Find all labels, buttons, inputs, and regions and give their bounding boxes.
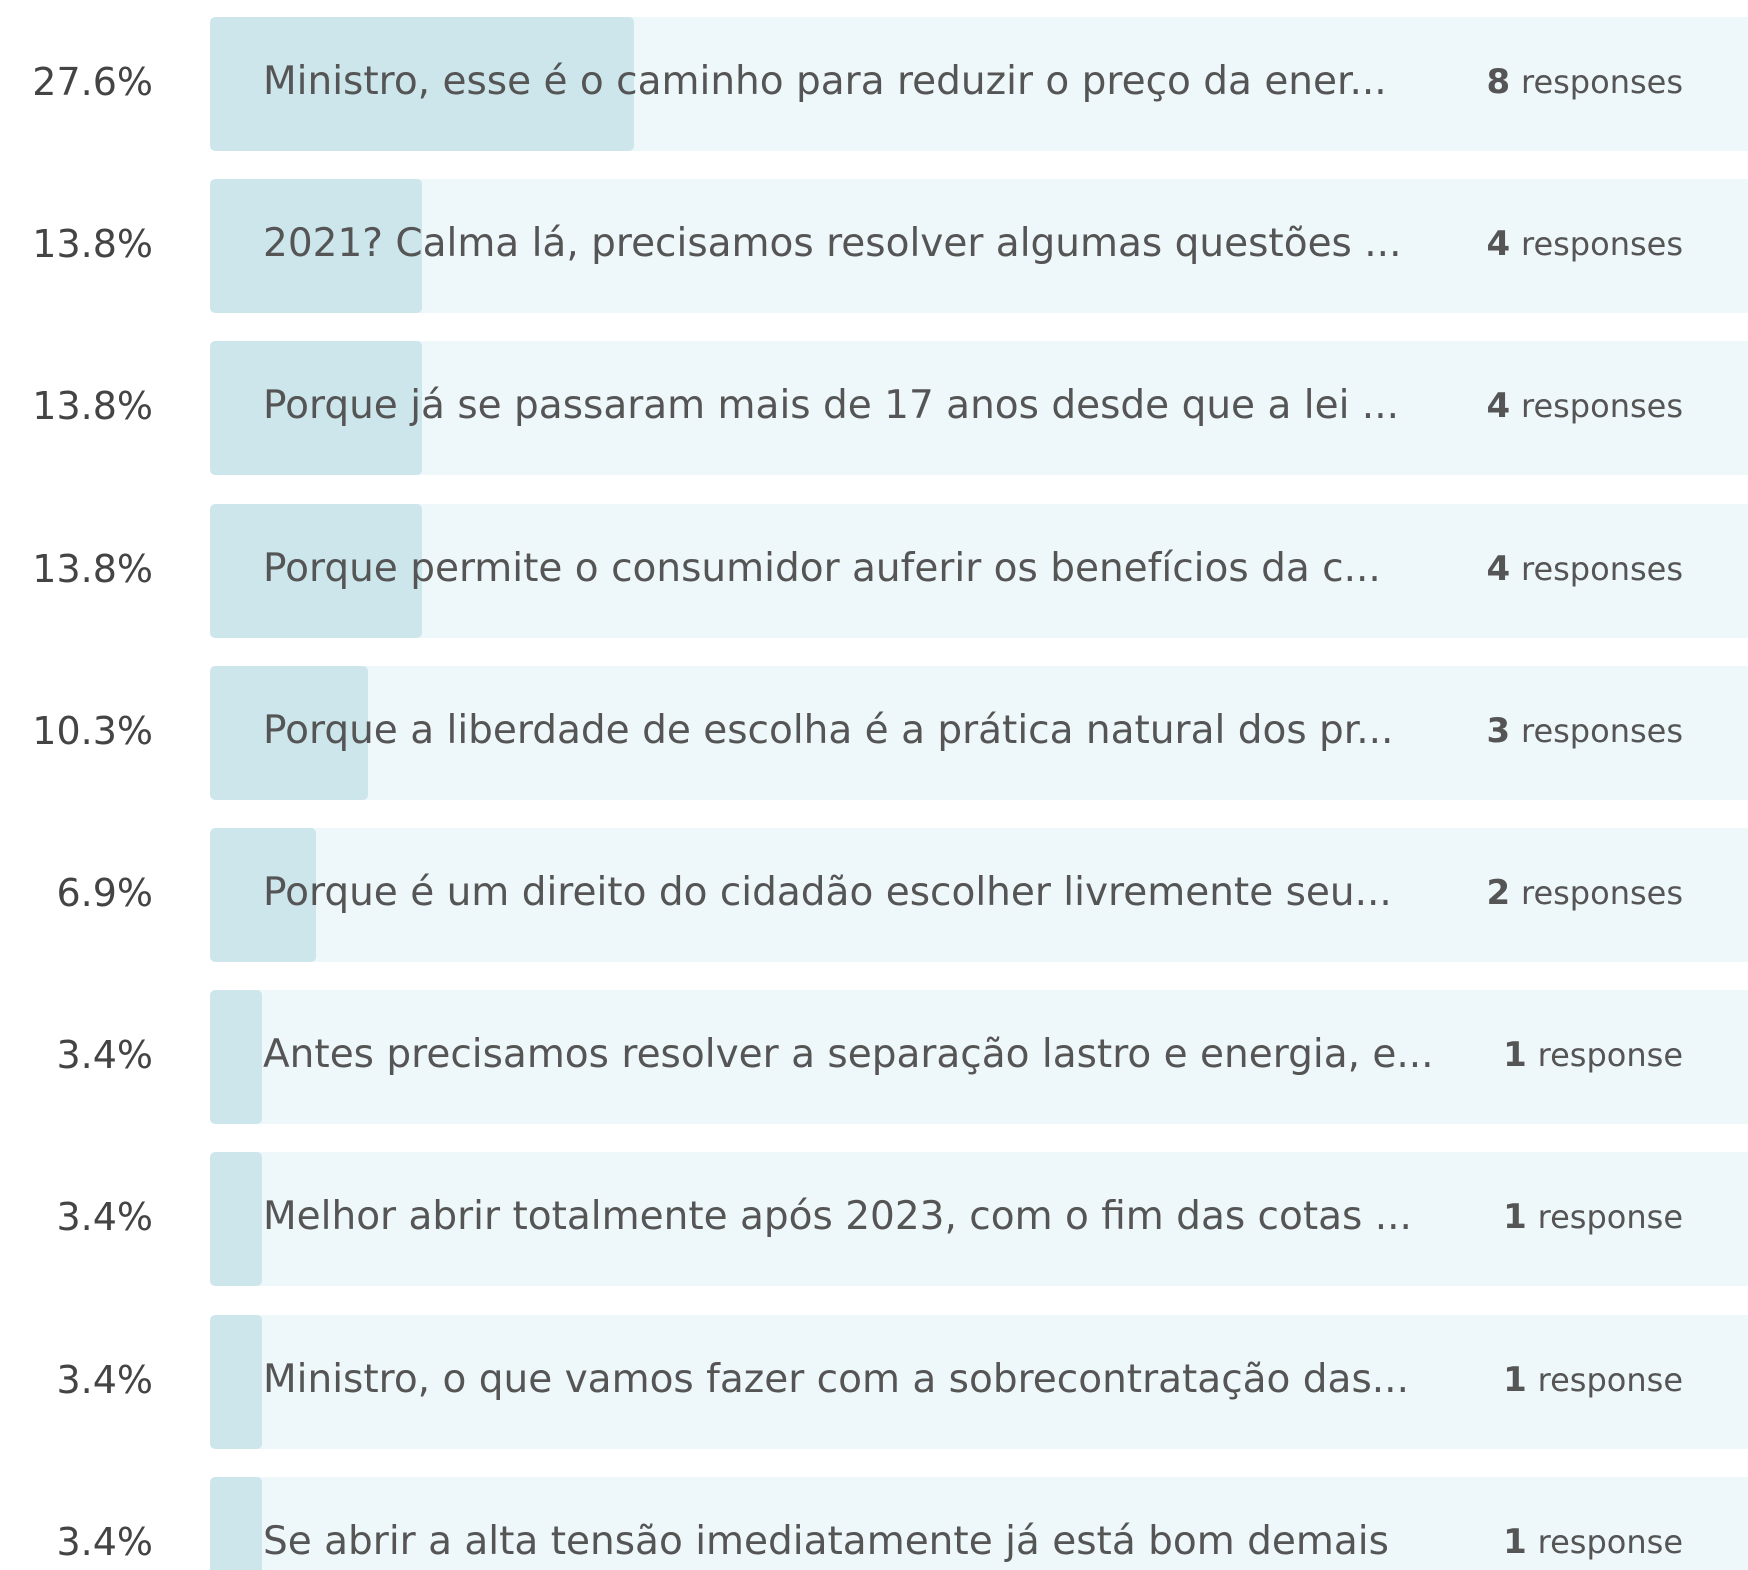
count-unit: responses: [1520, 711, 1683, 750]
bar-track: [210, 1152, 1748, 1287]
percent-label: 27.6%: [32, 60, 153, 104]
count-unit: response: [1537, 1036, 1683, 1075]
percent-label: 3.4%: [56, 1357, 153, 1402]
bar-fill: [210, 1476, 263, 1570]
count: 4: [1486, 224, 1511, 265]
count: 8: [1486, 62, 1511, 102]
percent-label: 3.4%: [56, 1033, 153, 1078]
bar-track: [210, 1476, 1748, 1570]
response-count: 3 responses: [1487, 711, 1684, 751]
bar-fill: [210, 503, 423, 638]
count: 3: [1486, 710, 1511, 751]
percent-label: 13.8%: [32, 384, 153, 429]
bar-track: [210, 341, 1748, 476]
count-unit: responses: [1520, 63, 1683, 101]
response-count: 4 responses: [1487, 549, 1684, 589]
bar-track: [210, 990, 1748, 1125]
count-unit: responses: [1520, 549, 1683, 588]
response-count: 4 responses: [1487, 386, 1684, 426]
response-count: 1 response: [1503, 1035, 1683, 1075]
bar-fill: [210, 17, 635, 151]
response-count: 1 response: [1503, 1522, 1683, 1562]
percent-label: 3.4%: [56, 1519, 153, 1564]
answer-text: Porque a liberdade de escolha é a prátic…: [263, 707, 1394, 753]
bar-track: [210, 503, 1748, 638]
percent-label: 6.9%: [56, 871, 153, 915]
bar-fill: [210, 341, 423, 476]
response-count: 1 response: [1503, 1360, 1683, 1400]
count-unit: responses: [1520, 225, 1683, 264]
bar-fill: [210, 990, 263, 1125]
bar-fill: [210, 179, 423, 314]
bar-track: [210, 828, 1748, 962]
count-unit: responses: [1520, 874, 1683, 912]
bar-fill: [210, 1152, 263, 1287]
percent-label: 10.3%: [32, 708, 153, 753]
bar-fill: [210, 665, 369, 800]
response-count: 2 responses: [1487, 873, 1684, 913]
count: 1: [1503, 1035, 1527, 1076]
bar-track: [210, 179, 1748, 314]
count: 4: [1486, 548, 1511, 589]
response-count: 8 responses: [1487, 62, 1684, 102]
answer-text: Antes precisamos resolver a separação la…: [263, 1032, 1434, 1078]
answer-text: Porque é um direito do cidadão escolher …: [263, 870, 1392, 915]
count: 4: [1486, 386, 1511, 427]
bar-track: [210, 1314, 1748, 1449]
count-unit: response: [1537, 1198, 1683, 1237]
answer-text: 2021? Calma lá, precisamos resolver algu…: [263, 221, 1402, 267]
percent-label: 13.8%: [32, 222, 153, 267]
response-count: 4 responses: [1487, 224, 1684, 264]
bar-fill: [210, 1314, 263, 1449]
answer-text: Porque já se passaram mais de 17 anos de…: [263, 383, 1399, 429]
count: 1: [1503, 1197, 1527, 1238]
answer-text: Ministro, esse é o caminho para reduzir …: [263, 59, 1387, 104]
bar-fill: [210, 828, 317, 962]
count-unit: response: [1537, 1360, 1683, 1399]
count-unit: response: [1537, 1522, 1683, 1561]
count-unit: responses: [1520, 387, 1683, 426]
percent-label: 13.8%: [32, 546, 153, 591]
answer-text: Ministro, o que vamos fazer com a sobrec…: [263, 1356, 1409, 1402]
response-count: 1 response: [1503, 1197, 1683, 1237]
bar-track: [210, 17, 1748, 151]
answer-text: Melhor abrir totalmente após 2023, com o…: [263, 1194, 1412, 1240]
answer-text: Porque permite o consumidor auferir os b…: [263, 545, 1381, 591]
bar-track: [210, 665, 1748, 800]
answer-text: Se abrir a alta tensão imediatamente já …: [263, 1518, 1389, 1564]
percent-label: 3.4%: [56, 1195, 153, 1240]
count: 2: [1486, 873, 1511, 913]
count: 1: [1503, 1359, 1527, 1400]
count: 1: [1503, 1521, 1527, 1562]
